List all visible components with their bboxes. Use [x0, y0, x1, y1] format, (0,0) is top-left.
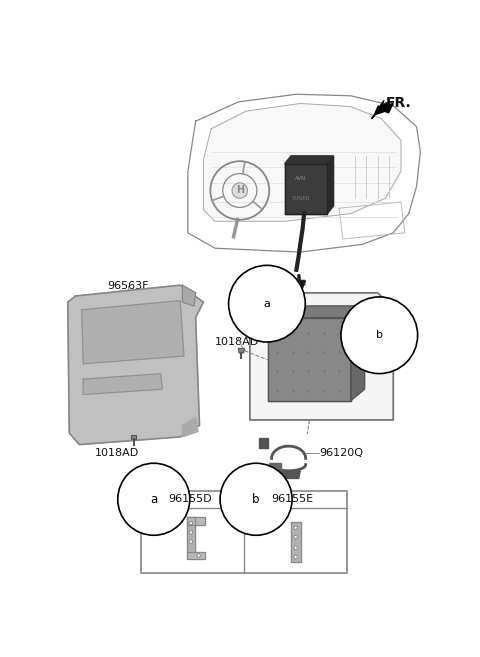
Text: b: b — [252, 493, 260, 506]
Polygon shape — [285, 156, 334, 164]
Circle shape — [197, 554, 201, 557]
Polygon shape — [269, 463, 281, 471]
Polygon shape — [68, 285, 204, 445]
Text: H: H — [236, 185, 244, 196]
Text: 1018AD: 1018AD — [95, 449, 139, 459]
Text: 96120Q: 96120Q — [320, 448, 364, 458]
Polygon shape — [182, 285, 196, 306]
Polygon shape — [268, 306, 365, 317]
Circle shape — [189, 522, 192, 525]
Text: 96560F: 96560F — [265, 281, 307, 290]
Text: 96155D: 96155D — [168, 494, 212, 505]
Circle shape — [294, 535, 297, 539]
Text: a: a — [264, 299, 270, 309]
Text: FR.: FR. — [385, 96, 411, 110]
Polygon shape — [187, 552, 205, 559]
Circle shape — [232, 183, 248, 198]
FancyBboxPatch shape — [142, 491, 347, 573]
Circle shape — [294, 526, 297, 530]
Polygon shape — [187, 517, 205, 525]
Text: TUNER: TUNER — [291, 196, 310, 200]
Polygon shape — [132, 434, 136, 439]
Polygon shape — [238, 348, 244, 353]
Polygon shape — [83, 374, 162, 395]
Polygon shape — [285, 164, 327, 214]
Polygon shape — [276, 471, 300, 478]
Circle shape — [294, 555, 297, 558]
Polygon shape — [259, 438, 268, 447]
Polygon shape — [182, 418, 198, 437]
Polygon shape — [291, 522, 301, 562]
Text: 96155E: 96155E — [271, 494, 313, 505]
Polygon shape — [372, 101, 393, 119]
Text: 1018AD: 1018AD — [215, 337, 259, 347]
Polygon shape — [187, 517, 195, 552]
Text: 96563F: 96563F — [108, 281, 149, 290]
Circle shape — [189, 540, 192, 543]
Polygon shape — [327, 156, 334, 214]
Polygon shape — [268, 317, 350, 401]
Circle shape — [189, 531, 192, 534]
Polygon shape — [204, 104, 401, 221]
Polygon shape — [82, 301, 184, 364]
Text: b: b — [376, 330, 383, 340]
Text: AVN: AVN — [295, 177, 306, 181]
Polygon shape — [350, 306, 365, 401]
Polygon shape — [250, 293, 393, 420]
Circle shape — [294, 546, 297, 549]
Text: a: a — [150, 493, 157, 506]
